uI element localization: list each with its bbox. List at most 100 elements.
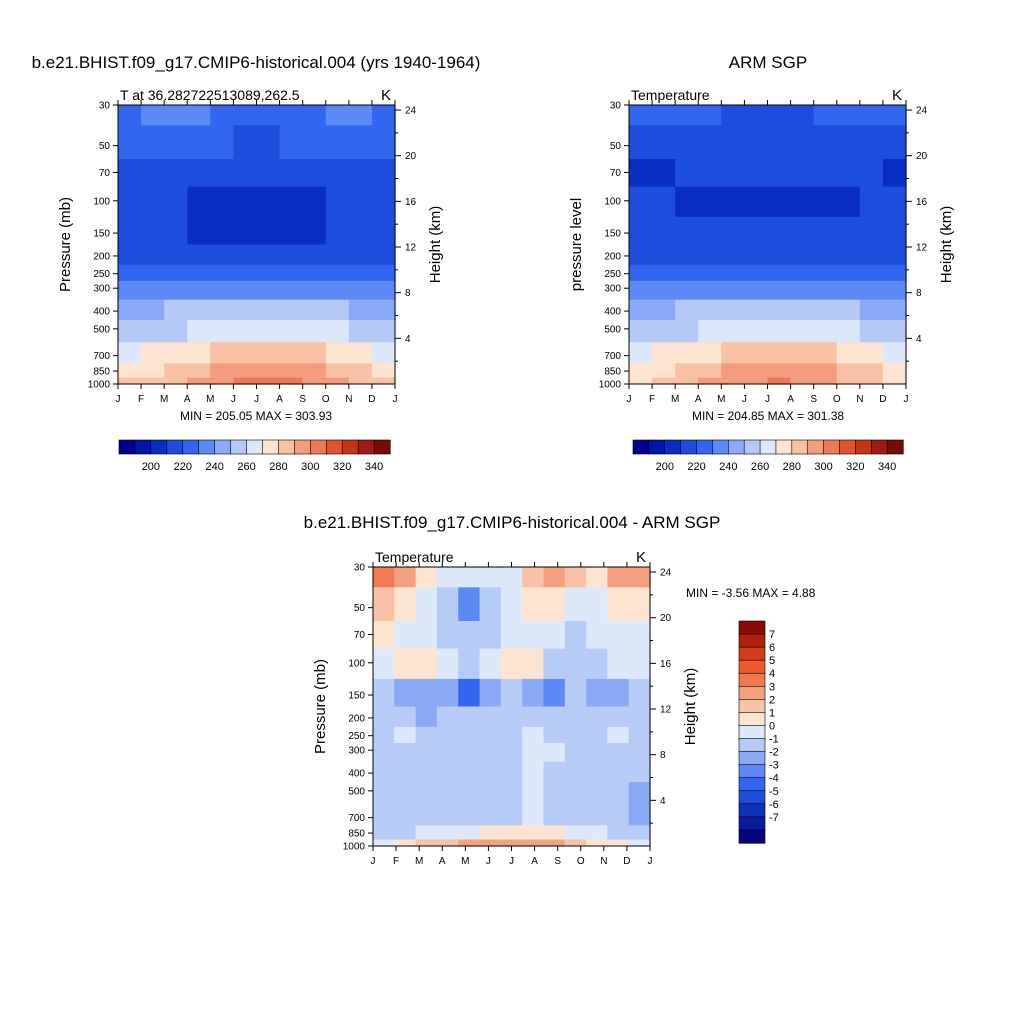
heatmap-cell (543, 707, 565, 728)
heatmap-cells (373, 567, 651, 847)
heatmap-cell (652, 342, 676, 364)
x-tick-label: D (368, 394, 375, 405)
heatmap-cell (837, 125, 861, 159)
heatmap-cell (233, 159, 257, 187)
y2-tick-label: 4 (660, 796, 666, 807)
heatmap-cell (372, 300, 396, 321)
heatmap-cell (164, 187, 188, 218)
heatmap-cell (586, 649, 608, 680)
y-tick-label: 500 (604, 324, 621, 335)
x-tick-label: A (787, 394, 794, 405)
heatmap-cell (187, 281, 211, 300)
heatmap-cell (768, 159, 792, 187)
units-label: K (892, 87, 902, 104)
heatmap-cell (501, 804, 523, 826)
heatmap-cell (629, 707, 651, 728)
heatmap-cell (522, 679, 544, 707)
heatmap-cell (629, 265, 653, 282)
colorbar-tick-label: -3 (769, 760, 779, 772)
heatmap-cell (698, 125, 722, 159)
colorbar-tick-label: 280 (269, 461, 287, 473)
heatmap-cell (744, 245, 768, 266)
heatmap-cell (394, 567, 416, 588)
heatmap-cell (233, 245, 257, 266)
heatmap-cell (522, 782, 544, 805)
heatmap-cell (652, 281, 676, 300)
heatmap-cell (837, 105, 861, 126)
heatmap-cell (210, 245, 234, 266)
x-tick-label: M (415, 856, 423, 867)
heatmap-cell (860, 245, 884, 266)
heatmap-cell (629, 342, 653, 364)
heatmap-cell (675, 159, 699, 187)
x-tick-label: M (671, 394, 679, 405)
heatmap-cell (233, 125, 257, 159)
y-tick-label: 30 (99, 101, 111, 112)
heatmap-cell (629, 587, 651, 621)
heatmap-cell (629, 187, 653, 218)
heatmap-cell (652, 245, 676, 266)
colorbar-box (739, 752, 765, 765)
heatmap-cell (118, 217, 142, 245)
heatmap-cell (233, 300, 257, 321)
heatmap-cell (675, 265, 699, 282)
y-tick-label: 700 (93, 351, 110, 362)
heatmap-cell (814, 342, 838, 364)
y-axis-label: pressure level (568, 198, 585, 291)
heatmap-cell (303, 300, 327, 321)
heatmap-cell (543, 762, 565, 783)
heatmap-cell (394, 621, 416, 649)
heatmap-cell (837, 187, 861, 218)
heatmap-cell (883, 320, 907, 343)
heatmap-cell (349, 363, 373, 378)
heatmap-cell (187, 245, 211, 266)
heatmap-cell (373, 679, 395, 707)
heatmap-cell (373, 587, 395, 621)
heatmap-cells (118, 105, 396, 385)
chart-title: b.e21.BHIST.f09_g17.CMIP6-historical.004… (32, 53, 481, 72)
heatmap-cell (437, 679, 459, 707)
y2-tick-label: 12 (660, 705, 672, 716)
heatmap-cell (394, 707, 416, 728)
colorbar-box (739, 830, 765, 843)
heatmap-cell (480, 762, 502, 783)
heatmap-cell (675, 300, 699, 321)
heatmap-cell (372, 281, 396, 300)
heatmap-cell (372, 159, 396, 187)
heatmap-cell (233, 320, 257, 343)
colorbar-box (633, 440, 649, 454)
heatmap-cell (522, 567, 544, 588)
x-tick-label: A (439, 856, 446, 867)
heatmap-cell (480, 804, 502, 826)
heatmap-cell (437, 707, 459, 728)
x-tick-label: O (322, 394, 330, 405)
heatmap-cell (458, 621, 480, 649)
heatmap-cell (257, 245, 281, 266)
heatmap-cell (814, 281, 838, 300)
x-tick-label: N (600, 856, 607, 867)
y2-axis-label: Height (km) (427, 206, 444, 284)
heatmap-cell (437, 621, 459, 649)
colorbar-tick-label: -5 (769, 786, 779, 798)
heatmap-cell (629, 567, 651, 588)
x-tick-label: M (461, 856, 469, 867)
heatmap-cell (416, 825, 438, 840)
y-tick-label: 400 (604, 307, 621, 318)
y-tick-label: 250 (93, 269, 110, 280)
panel-2: b.e21.BHIST.f09_g17.CMIP6-historical.004… (304, 513, 816, 867)
x-tick-label: F (393, 856, 399, 867)
x-tick-label: N (856, 394, 863, 405)
heatmap-cell (164, 245, 188, 266)
x-tick-label: D (879, 394, 886, 405)
heatmap-cell (791, 105, 815, 126)
chart-title: ARM SGP (729, 53, 807, 72)
heatmap-cell (543, 679, 565, 707)
heatmap-cell (372, 245, 396, 266)
heatmap-cell (164, 300, 188, 321)
colorbar-tick-label: 220 (174, 461, 192, 473)
colorbar-box (649, 440, 665, 454)
heatmap-cell (416, 804, 438, 826)
heatmap-cell (814, 265, 838, 282)
y2-tick-label: 8 (916, 288, 922, 299)
x-tick-label: S (554, 856, 561, 867)
